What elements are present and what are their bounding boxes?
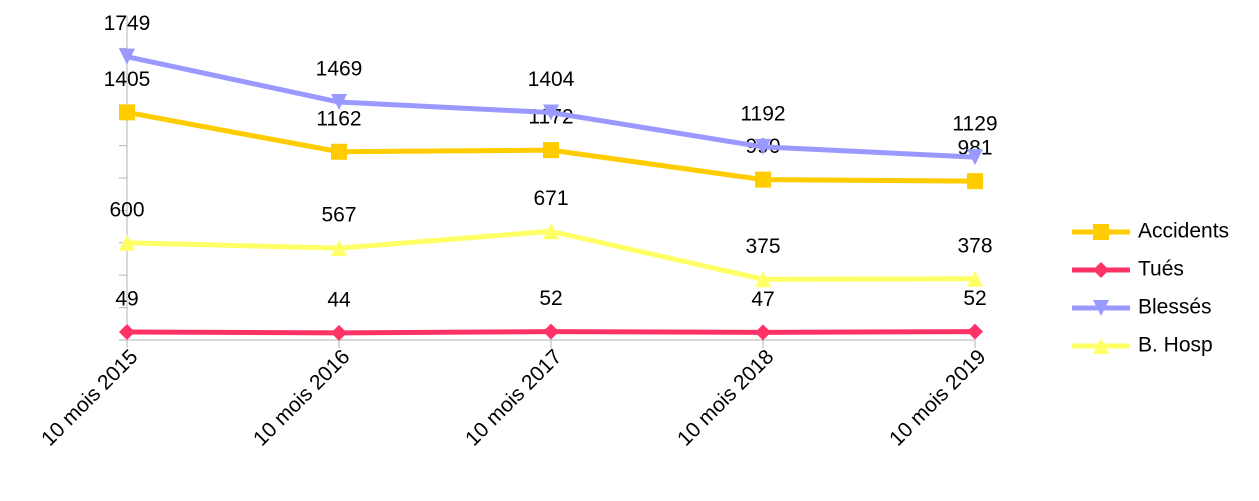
data-label: 52	[963, 287, 986, 310]
data-label: 52	[539, 287, 562, 310]
x-tick-label: 10 mois 2016	[249, 345, 354, 450]
x-tick-label: 10 mois 2018	[673, 345, 778, 450]
data-label: 671	[533, 187, 568, 210]
marker	[755, 324, 771, 341]
data-label: 1162	[316, 107, 361, 130]
data-label: 1749	[104, 12, 151, 35]
marker	[331, 324, 347, 341]
data-label: 600	[109, 198, 144, 221]
marker	[331, 143, 347, 160]
marker	[755, 271, 771, 288]
data-label: 981	[957, 137, 992, 160]
marker	[331, 240, 347, 257]
marker	[755, 138, 771, 155]
marker	[119, 48, 135, 65]
data-label: 44	[327, 288, 351, 311]
data-label: 47	[751, 288, 774, 311]
x-tick-label: 10 mois 2019	[885, 345, 990, 450]
marker	[967, 173, 983, 190]
legend-label: B. Hosp	[1138, 334, 1213, 357]
marker	[755, 171, 771, 188]
marker	[967, 323, 983, 340]
data-label: 375	[745, 235, 780, 258]
marker	[119, 234, 135, 251]
data-label: 1129	[952, 113, 997, 136]
x-tick-label: 10 mois 2017	[461, 345, 566, 450]
data-label: 378	[957, 234, 992, 257]
data-label: 1469	[316, 58, 363, 81]
legend-label: Accidents	[1138, 220, 1229, 243]
marker	[1093, 224, 1109, 240]
legend-label: Tués	[1138, 258, 1184, 281]
legend-label: Blessés	[1138, 296, 1212, 319]
data-label: 49	[115, 288, 138, 311]
data-label: 1405	[104, 68, 151, 91]
marker	[331, 94, 347, 111]
marker	[1093, 300, 1109, 316]
data-label: 567	[321, 204, 356, 227]
marker	[543, 142, 559, 159]
x-tick-label: 10 mois 2015	[37, 345, 142, 450]
marker	[1093, 338, 1109, 354]
marker	[967, 270, 983, 287]
data-label: 1404	[528, 68, 575, 91]
data-label: 1192	[740, 102, 785, 125]
marker	[543, 323, 559, 340]
marker	[543, 104, 559, 121]
marker	[543, 223, 559, 240]
marker	[119, 324, 135, 341]
marker	[119, 104, 135, 121]
marker	[1093, 262, 1109, 278]
marker	[967, 149, 983, 166]
